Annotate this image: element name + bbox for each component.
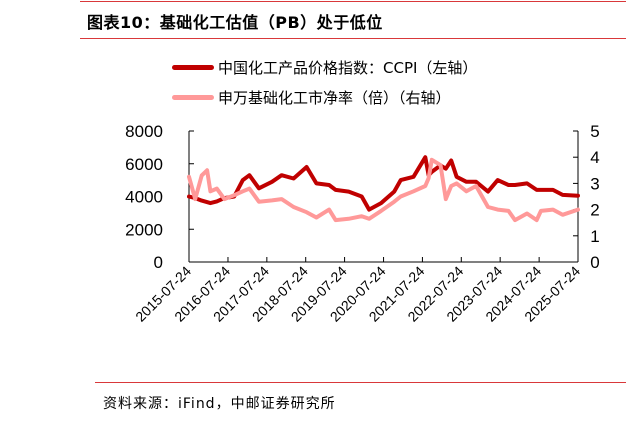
left-tick-label: 8000 <box>125 122 163 141</box>
source-note: 资料来源：iFind，中邮证券研究所 <box>103 396 336 412</box>
left-tick-label: 6000 <box>125 155 163 174</box>
right-tick-label: 3 <box>590 174 599 193</box>
figure-title: 图表10：基础化工估值（PB）处于低位 <box>87 13 383 32</box>
legend-item-pb: 申万基础化工市净率（倍）（右轴） <box>172 87 451 108</box>
left-tick-label: 4000 <box>125 188 163 207</box>
title-underline <box>80 38 626 39</box>
left-tick-label: 0 <box>154 253 163 272</box>
pb-line <box>187 157 580 223</box>
top-rule <box>80 1 626 2</box>
ccpi-line <box>187 155 580 212</box>
right-tick-label: 0 <box>590 253 599 272</box>
left-tick-label: 2000 <box>125 220 163 239</box>
legend-swatch-pb <box>172 95 214 100</box>
legend-label-ccpi: 中国化工产品价格指数：CCPI（左轴） <box>218 59 478 77</box>
right-tick-label: 4 <box>590 148 599 167</box>
right-tick-label: 2 <box>590 201 599 220</box>
right-tick-label: 5 <box>590 122 599 141</box>
bottom-rule <box>95 382 626 383</box>
right-tick-label: 1 <box>590 227 599 246</box>
legend-label-pb: 申万基础化工市净率（倍）（右轴） <box>218 89 451 107</box>
legend-swatch-ccpi <box>172 65 214 70</box>
legend-item-ccpi: 中国化工产品价格指数：CCPI（左轴） <box>172 57 477 78</box>
